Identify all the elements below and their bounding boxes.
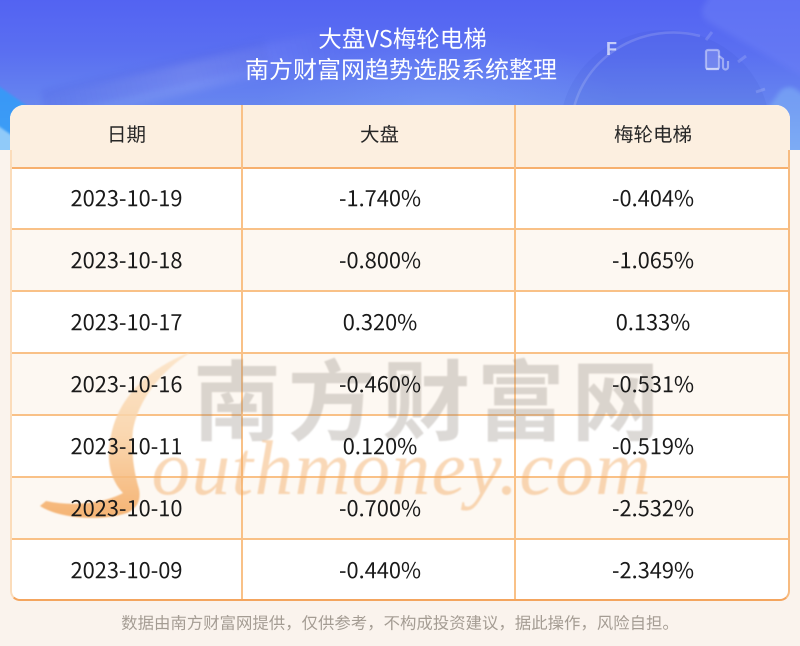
svg-text:F: F <box>606 39 617 59</box>
